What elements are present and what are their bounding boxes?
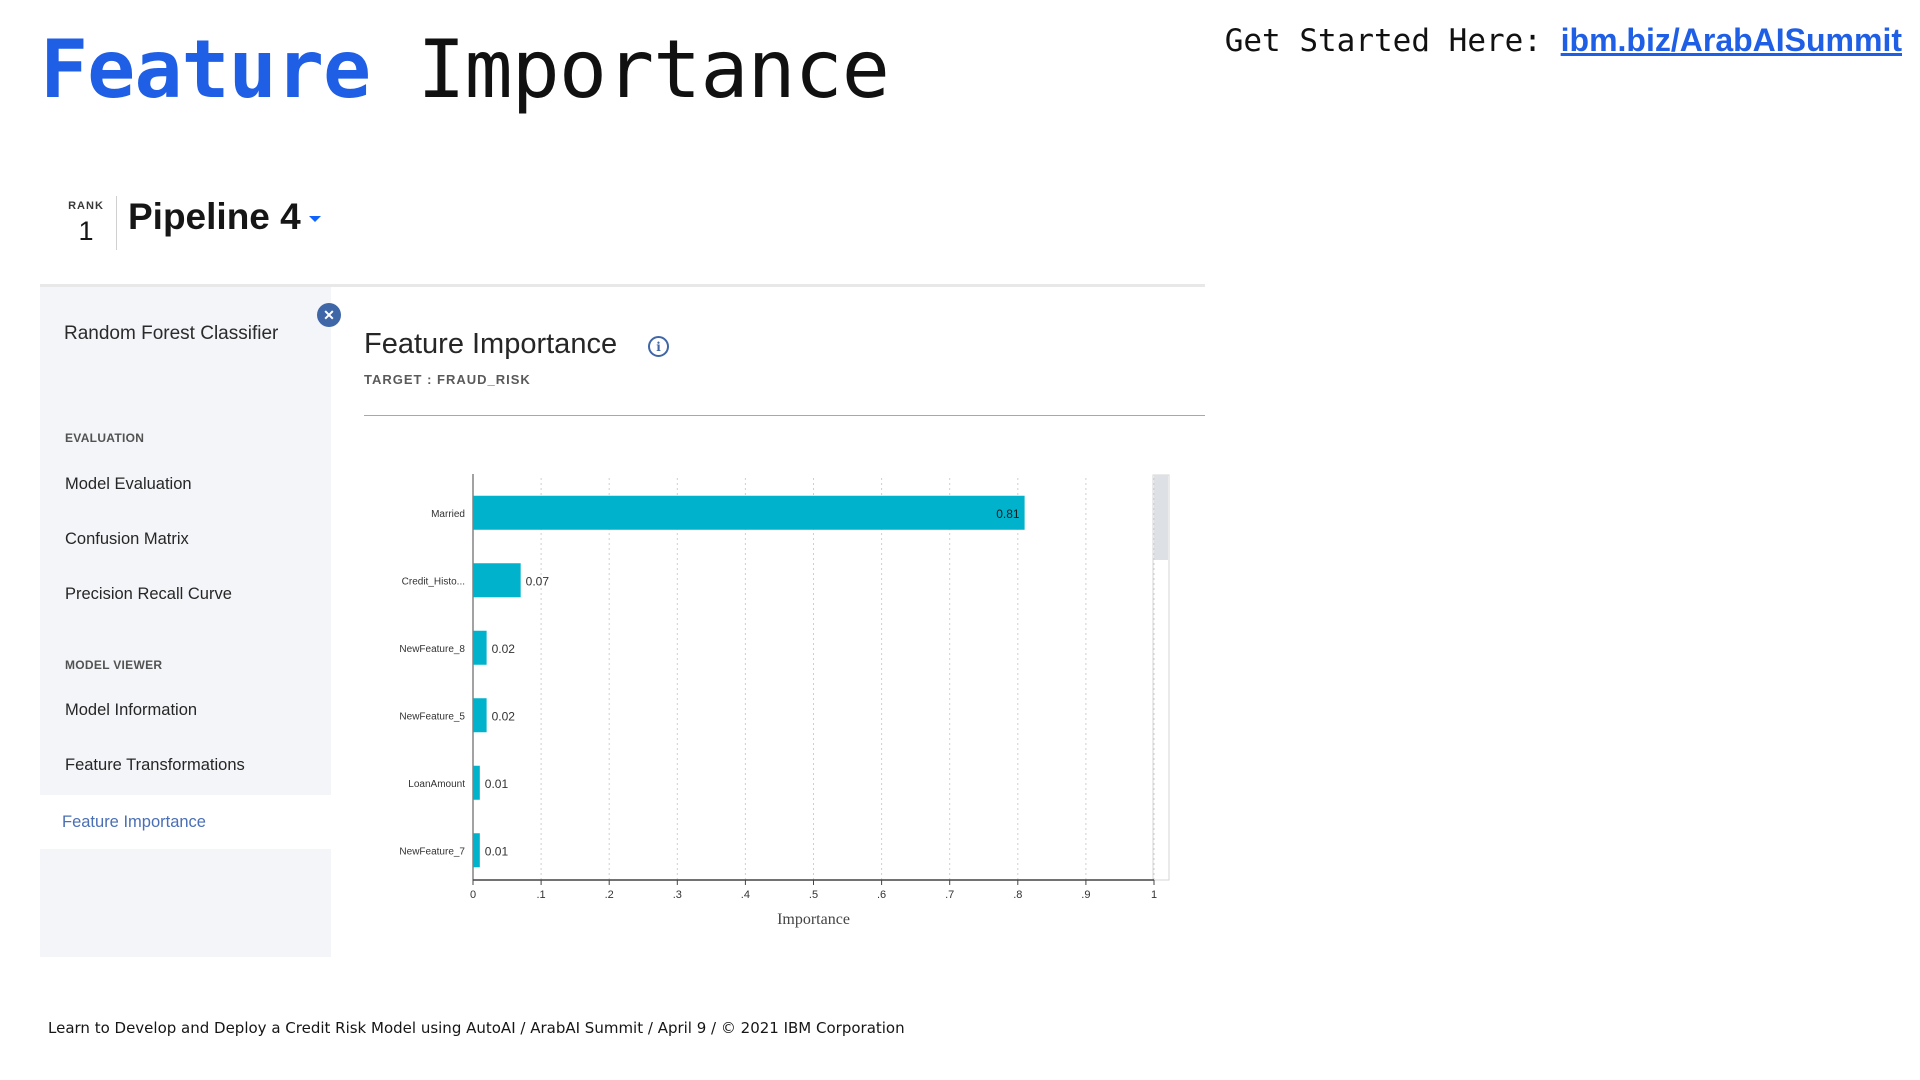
bar [473,765,480,800]
bar [473,563,521,598]
sidebar-item-model-evaluation[interactable]: Model Evaluation [65,475,192,493]
rank-label: RANK [68,200,104,212]
y-tick-label: NewFeature_5 [399,711,465,722]
x-tick-label: .5 [809,889,818,901]
rank-divider [116,196,117,250]
bar [473,630,487,665]
slide-title: Feature Importance [40,22,890,118]
footer-text: Learn to Develop and Deploy a Credit Ris… [48,1019,905,1037]
data-label: 0.01 [485,844,509,858]
information-icon[interactable]: i [648,336,669,357]
data-label: 0.81 [996,507,1020,521]
x-tick-label: .2 [605,889,614,901]
y-tick-label: LoanAmount [408,779,465,790]
close-icon[interactable]: ✕ [317,303,341,327]
model-name: Random Forest Classifier [64,323,279,344]
sidebar-item-label: Feature Importance [62,812,206,831]
bar [473,698,487,733]
target-label: TARGET : FRAUD_RISK [364,372,531,387]
title-divider [364,415,1205,416]
rank-block: RANK 1 [60,200,112,247]
sidebar-item-feature-importance[interactable]: Feature Importance [40,795,331,849]
data-label: 0.02 [492,709,516,723]
feature-importance-chart: 0 .1 .2 .3 .4 .5 .6 .7 .8 .9 1 Married 0.81 Credit_Hi… [399,474,1170,928]
rank-value: 1 [78,216,94,246]
x-tick-label: 0 [470,889,476,901]
get-started-line: Get Started Here: ibm.biz/ArabAISummit [1225,18,1902,63]
panel-title: Feature Importance [364,328,618,360]
data-label: 0.07 [526,574,550,588]
x-tick-label: .9 [1081,889,1090,901]
panel-divider [40,284,1205,287]
x-tick-label: .4 [741,889,750,901]
data-label: 0.01 [485,777,509,791]
x-tick-label: .3 [673,889,682,901]
sidebar-item-precision-recall-curve[interactable]: Precision Recall Curve [65,585,232,603]
slide-title-accent: Feature [40,23,371,116]
bar [473,495,1025,530]
x-tick-label: .7 [945,889,954,901]
chevron-down-icon[interactable] [308,216,321,222]
bar [473,833,480,868]
y-tick-label: NewFeature_8 [399,644,465,655]
x-tick-label: .1 [537,889,546,901]
y-tick-label: Married [431,509,465,520]
get-started-label: Get Started Here: [1224,23,1542,59]
sidebar-item-feature-transformations[interactable]: Feature Transformations [65,756,245,774]
chart-scroll-thumb [1154,475,1168,560]
x-tick-label: 1 [1151,889,1157,901]
y-tick-label: Credit_Histo... [402,576,465,587]
sidebar-item-model-information[interactable]: Model Information [65,701,198,719]
pipeline-selector[interactable]: Pipeline 4 [128,196,321,238]
y-tick-label: NewFeature_7 [399,846,465,857]
pipeline-name: Pipeline 4 [128,196,301,237]
get-started-link[interactable]: ibm.biz/ArabAISummit [1560,22,1902,58]
sidebar: Random Forest Classifier EVALUATION Mode… [40,287,331,957]
sidebar-item-confusion-matrix[interactable]: Confusion Matrix [65,530,189,548]
x-tick-label: .8 [1013,889,1022,901]
data-label: 0.02 [492,642,516,656]
x-axis-label: Importance [777,911,850,928]
slide-title-rest: Importance [417,23,890,116]
section-model-viewer: MODEL VIEWER [65,658,163,672]
x-tick-label: .6 [877,889,886,901]
section-evaluation: EVALUATION [65,431,145,445]
